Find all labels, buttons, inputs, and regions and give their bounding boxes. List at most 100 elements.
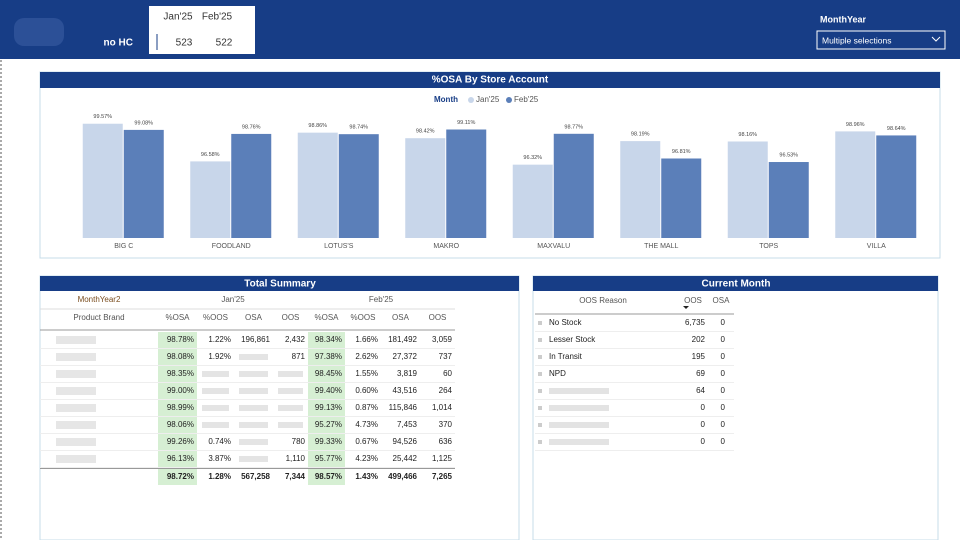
table-cell: 1.92% [208, 352, 231, 361]
logo-blur [14, 18, 64, 46]
table-cell: 0.74% [208, 437, 231, 446]
table-cell: 115,846 [389, 403, 418, 412]
value-label: 98.19% [631, 132, 650, 138]
table-cell: 0 [721, 318, 726, 327]
current-month-table: OOS Reason OOS OSA No Stock 6,735 0 Lesser Sto… [535, 296, 734, 451]
redacted-cell [549, 388, 609, 394]
highlight-cell [158, 434, 197, 450]
group-header: Feb'25 [369, 295, 394, 304]
redacted-cell [549, 422, 609, 428]
table-cell: 7,344 [285, 472, 306, 481]
table-cell: 3.87% [208, 454, 231, 463]
highlight-cell [158, 366, 197, 382]
expand-icon [538, 440, 542, 444]
redacted-cell [239, 371, 268, 377]
value-label: 99.08% [134, 120, 153, 126]
card-month: Jan'25 [163, 12, 193, 23]
redacted-brand [56, 353, 96, 361]
table-cell: 98.35% [167, 369, 194, 378]
value-label: 98.74% [349, 125, 368, 131]
highlight-cell [308, 417, 345, 433]
column-header: OOS Reason [579, 296, 627, 305]
slicer-dropdown[interactable]: Multiple selections [816, 30, 946, 50]
column-header: %OSA [314, 313, 339, 322]
redacted-cell [202, 388, 229, 394]
highlight-cell [158, 383, 197, 399]
table-cell: 98.78% [167, 335, 194, 344]
value-label: 98.64% [887, 126, 906, 132]
redacted-brand [56, 336, 96, 344]
table-cell: 181,492 [388, 335, 417, 344]
bar [82, 123, 123, 238]
table-cell: 98.06% [167, 420, 194, 429]
legend-swatch [468, 97, 474, 103]
x-tick-label: MAXVALU [537, 243, 570, 250]
slicer-selection[interactable]: Multiple selections [822, 35, 891, 45]
table-cell: 1,110 [286, 454, 306, 463]
table-cell: 871 [292, 352, 306, 361]
summary-table: MonthYear2 Jan'25 Feb'25 Product Brand %OSA%… [40, 295, 455, 485]
table-cell: 1.66% [355, 335, 378, 344]
slicer-box[interactable] [816, 30, 946, 50]
table-cell: 0 [721, 437, 726, 446]
dropdown-arrow[interactable] [931, 36, 941, 42]
value-label: 96.32% [523, 155, 542, 161]
table-cell: 1.43% [355, 472, 378, 481]
highlight-cell [158, 451, 197, 467]
highlight-cell [308, 366, 345, 382]
table-cell: 195 [692, 352, 706, 361]
column-header: OSA [392, 313, 410, 322]
table-cell: 98.72% [167, 472, 194, 481]
bar [512, 164, 553, 238]
summary-title: Total Summary [244, 279, 316, 290]
header-bar [0, 0, 960, 59]
bar [231, 133, 272, 238]
redacted-brand [56, 370, 96, 378]
table-cell: 64 [696, 386, 705, 395]
table-cell: 3,819 [397, 369, 418, 378]
highlight-cell [158, 417, 197, 433]
table-cell: 780 [292, 437, 306, 446]
table-cell: NPD [549, 369, 566, 378]
x-tick-label: FOODLAND [212, 243, 251, 250]
value-label: 96.58% [201, 152, 220, 158]
column-header: %OOS [351, 313, 376, 322]
table-cell: 1.22% [208, 335, 231, 344]
header-label: no HC [104, 38, 133, 49]
redacted-cell [202, 371, 229, 377]
highlight-cell [158, 332, 197, 348]
table-cell: 0 [701, 420, 706, 429]
x-tick-label: TOPS [759, 243, 778, 250]
current-title-bar [533, 276, 938, 291]
group-label: MonthYear2 [78, 295, 121, 304]
bar [553, 133, 594, 238]
legend-swatch [506, 97, 512, 103]
highlight-cell [308, 434, 345, 450]
bar [123, 129, 164, 238]
table-cell: 99.26% [167, 437, 194, 446]
table-cell: 98.99% [167, 403, 194, 412]
table-cell: 98.34% [315, 335, 342, 344]
value-label: 98.76% [242, 124, 261, 130]
table-cell: Lesser Stock [549, 335, 596, 344]
card-month: Feb'25 [202, 12, 233, 23]
table-cell: 99.00% [167, 386, 194, 395]
value-label: 98.16% [738, 132, 757, 138]
table-cell: 1,125 [432, 454, 453, 463]
table-cell: 99.13% [315, 403, 342, 412]
table-cell: 1,014 [432, 403, 453, 412]
table-cell: 27,372 [393, 352, 418, 361]
highlight-cell [308, 383, 345, 399]
highlight-cell [158, 349, 197, 365]
table-cell: 0 [721, 386, 726, 395]
table-cell: 69 [696, 369, 705, 378]
redacted-cell [239, 354, 268, 360]
redacted-brand [56, 404, 96, 412]
table-cell: 737 [439, 352, 453, 361]
highlight-cell [308, 332, 345, 348]
value-label: 98.42% [416, 129, 435, 135]
legend-label: Feb'25 [514, 95, 539, 104]
table-cell: 1.28% [208, 472, 231, 481]
bar [405, 138, 446, 238]
table-cell: 0 [701, 437, 706, 446]
